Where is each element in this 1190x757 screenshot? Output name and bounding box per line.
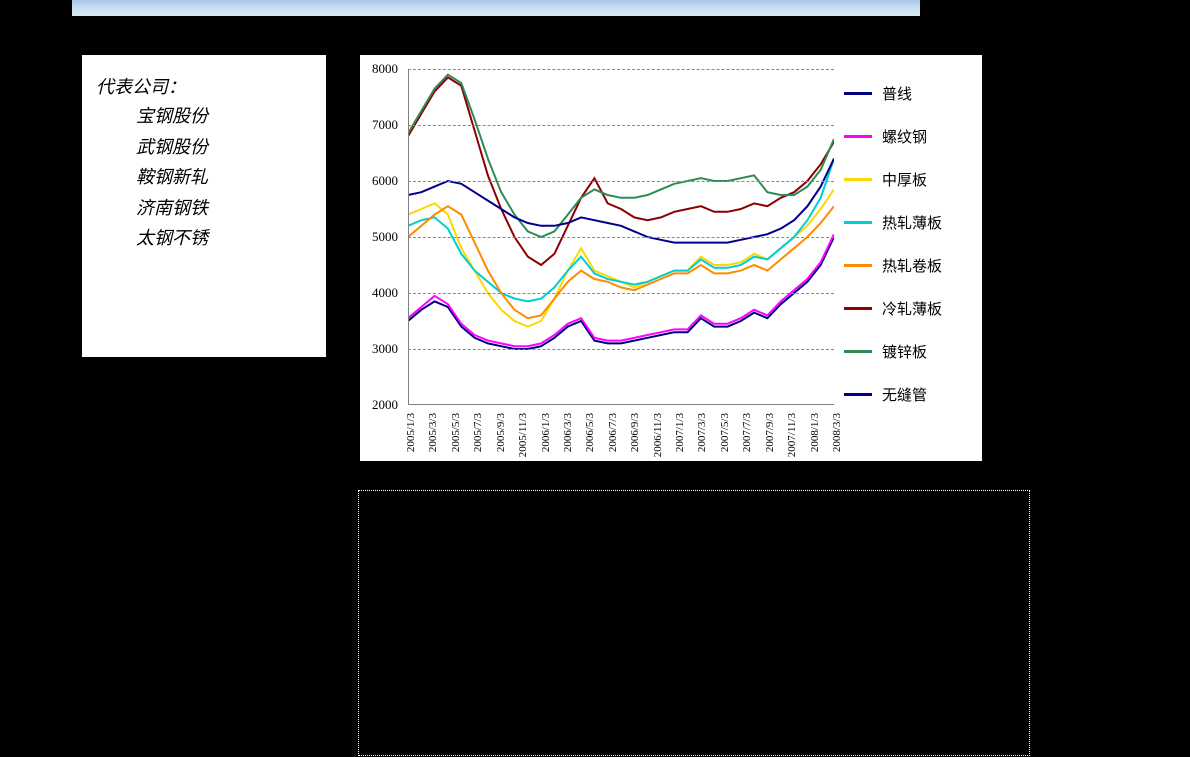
legend-item: 普线 [844, 83, 972, 104]
x-tick-label: 2007/11/3 [786, 413, 798, 457]
y-tick-label: 4000 [372, 285, 398, 301]
x-axis-line [408, 404, 834, 405]
steel-price-chart: 2000300040005000600070008000 2005/1/3200… [360, 55, 982, 461]
y-tick-label: 7000 [372, 117, 398, 133]
legend-swatch [844, 135, 872, 138]
company-item: 宝钢股份 [96, 101, 312, 132]
plot-area [408, 69, 834, 405]
gridline [408, 125, 834, 126]
gridline [408, 181, 834, 182]
x-tick-label: 2007/3/3 [696, 413, 708, 452]
x-tick-label: 2005/1/3 [405, 413, 417, 452]
legend-label: 无缝管 [882, 384, 927, 405]
gridline [408, 69, 834, 70]
y-tick-label: 3000 [372, 341, 398, 357]
legend-item: 热轧卷板 [844, 255, 972, 276]
y-tick-label: 5000 [372, 229, 398, 245]
x-tick-label: 2006/3/3 [562, 413, 574, 452]
chart-legend: 普线螺纹钢中厚板热轧薄板热轧卷板冷轧薄板镀锌板无缝管 [844, 83, 972, 427]
x-tick-label: 2007/7/3 [741, 413, 753, 452]
header-banner [72, 0, 920, 16]
x-tick-label: 2007/1/3 [674, 413, 686, 452]
legend-item: 中厚板 [844, 169, 972, 190]
legend-item: 镀锌板 [844, 341, 972, 362]
y-tick-label: 2000 [372, 397, 398, 413]
legend-label: 热轧薄板 [882, 212, 942, 233]
x-tick-label: 2005/7/3 [472, 413, 484, 452]
x-tick-label: 2006/9/3 [629, 413, 641, 452]
x-tick-label: 2005/9/3 [495, 413, 507, 452]
x-tick-label: 2008/1/3 [809, 413, 821, 452]
legend-label: 冷轧薄板 [882, 298, 942, 319]
legend-swatch [844, 350, 872, 353]
x-tick-label: 2007/5/3 [719, 413, 731, 452]
legend-swatch [844, 221, 872, 224]
series-line-热轧卷板 [408, 206, 834, 318]
gridline [408, 349, 834, 350]
series-line-镀锌板 [408, 75, 834, 237]
x-tick-label: 2006/7/3 [607, 413, 619, 452]
series-line-螺纹钢 [408, 234, 834, 346]
legend-item: 热轧薄板 [844, 212, 972, 233]
company-item: 太钢不锈 [96, 223, 312, 254]
x-tick-label: 2005/5/3 [450, 413, 462, 452]
legend-label: 螺纹钢 [882, 126, 927, 147]
y-axis-line [408, 69, 409, 405]
gridline [408, 293, 834, 294]
company-item: 武钢股份 [96, 132, 312, 163]
company-list-panel: 代表公司： 宝钢股份武钢股份鞍钢新轧济南钢铁太钢不锈 [82, 55, 326, 357]
x-axis: 2005/1/3 2005/3/3 2005/5/3 2005/7/3 2005/9/3… [408, 409, 834, 459]
series-line-无缝管 [408, 159, 834, 243]
legend-label: 镀锌板 [882, 341, 927, 362]
company-item: 济南钢铁 [96, 193, 312, 224]
x-tick-label: 2008/3/3 [831, 413, 843, 452]
legend-item: 冷轧薄板 [844, 298, 972, 319]
legend-item: 无缝管 [844, 384, 972, 405]
legend-swatch [844, 307, 872, 310]
legend-label: 热轧卷板 [882, 255, 942, 276]
y-tick-label: 6000 [372, 173, 398, 189]
dotted-placeholder-box [358, 490, 1030, 756]
legend-swatch [844, 178, 872, 181]
x-tick-label: 2005/3/3 [427, 413, 439, 452]
gridline [408, 237, 834, 238]
legend-swatch [844, 92, 872, 95]
legend-label: 中厚板 [882, 169, 927, 190]
legend-item: 螺纹钢 [844, 126, 972, 147]
legend-swatch [844, 264, 872, 267]
x-tick-label: 2007/9/3 [764, 413, 776, 452]
x-tick-label: 2006/1/3 [540, 413, 552, 452]
y-axis: 2000300040005000600070008000 [360, 69, 404, 405]
legend-swatch [844, 393, 872, 396]
y-tick-label: 8000 [372, 61, 398, 77]
x-tick-label: 2006/5/3 [584, 413, 596, 452]
x-tick-label: 2005/11/3 [517, 413, 529, 457]
company-list-title: 代表公司： [96, 73, 312, 99]
legend-label: 普线 [882, 83, 912, 104]
company-item: 鞍钢新轧 [96, 162, 312, 193]
x-tick-label: 2006/11/3 [652, 413, 664, 457]
